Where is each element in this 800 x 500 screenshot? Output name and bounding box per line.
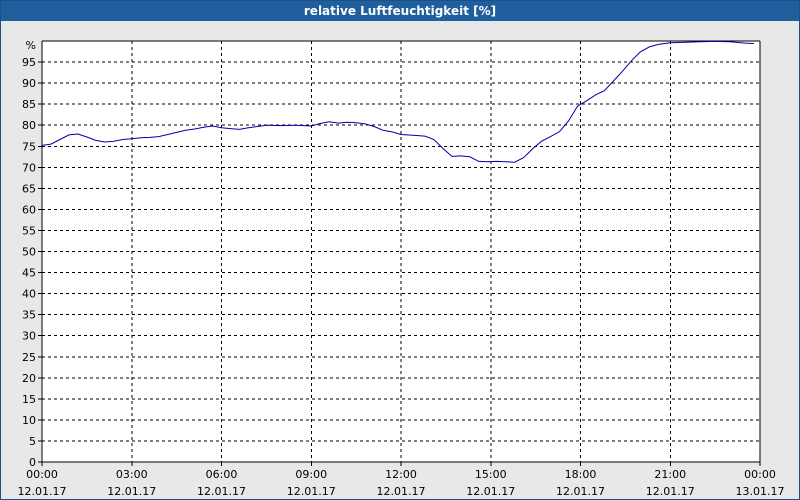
y-tick-label: 90 bbox=[22, 77, 36, 90]
x-tick-time-label: 21:00 bbox=[654, 468, 686, 481]
x-tick-time-label: 03:00 bbox=[116, 468, 148, 481]
y-tick-label: 15 bbox=[22, 393, 36, 406]
grid-lines bbox=[42, 40, 760, 462]
y-tick-label: 65 bbox=[22, 182, 36, 195]
x-tick-time-label: 06:00 bbox=[206, 468, 238, 481]
y-tick-label: 85 bbox=[22, 98, 36, 111]
y-tick-label: 50 bbox=[22, 246, 36, 259]
x-tick-date-label: 12.01.17 bbox=[18, 485, 67, 498]
x-tick-time-label: 09:00 bbox=[295, 468, 327, 481]
x-tick-time-label: 12:00 bbox=[385, 468, 417, 481]
y-tick-label: 70 bbox=[22, 161, 36, 174]
y-tick-label: 55 bbox=[22, 224, 36, 237]
axes bbox=[38, 40, 761, 466]
x-tick-date-label: 12.01.17 bbox=[466, 485, 515, 498]
humidity-series-line bbox=[41, 40, 755, 163]
y-tick-label: 35 bbox=[22, 309, 36, 322]
y-tick-labels: 0 5 10 15 20 25 30 35 40 45 50 55 60 65 70 75 80 85 90 95 bbox=[22, 56, 36, 469]
chart-title: relative Luftfeuchtigkeit [%] bbox=[1, 1, 799, 21]
y-tick-label: 10 bbox=[22, 414, 36, 427]
chart-area: 0 5 10 15 20 25 30 35 40 45 50 55 60 65 70 75 80 85 90 95 0… bbox=[1, 21, 799, 499]
y-axis-unit-label: % bbox=[26, 39, 36, 52]
x-tick-date-label: 12.01.17 bbox=[287, 485, 336, 498]
x-tick-date-label: 12.01.17 bbox=[556, 485, 605, 498]
y-tick-label: 60 bbox=[22, 203, 36, 216]
x-tick-date-label: 12.01.17 bbox=[107, 485, 156, 498]
x-tick-date-label: 13.01.17 bbox=[736, 485, 785, 498]
y-tick-label: 40 bbox=[22, 288, 36, 301]
y-tick-label: 0 bbox=[29, 456, 36, 469]
y-tick-label: 5 bbox=[29, 435, 36, 448]
x-tick-date-label: 12.01.17 bbox=[377, 485, 426, 498]
y-tick-label: 45 bbox=[22, 267, 36, 280]
y-tick-label: 95 bbox=[22, 56, 36, 69]
y-tick-label: 20 bbox=[22, 372, 36, 385]
x-tick-time-label: 00:00 bbox=[744, 468, 776, 481]
x-tick-time-label: 15:00 bbox=[475, 468, 507, 481]
x-tick-labels: 00:00 12.01.17 03:00 12.01.17 06:00 12.01.17 0… bbox=[18, 468, 785, 498]
x-tick-time-label: 00:00 bbox=[26, 468, 58, 481]
y-tick-label: 25 bbox=[22, 351, 36, 364]
y-tick-label: 75 bbox=[22, 140, 36, 153]
x-tick-date-label: 12.01.17 bbox=[197, 485, 246, 498]
x-tick-date-label: 12.01.17 bbox=[646, 485, 695, 498]
humidity-chart: 0 5 10 15 20 25 30 35 40 45 50 55 60 65 70 75 80 85 90 95 0… bbox=[18, 39, 785, 498]
y-tick-label: 80 bbox=[22, 119, 36, 132]
y-tick-label: 30 bbox=[22, 330, 36, 343]
x-tick-time-label: 18:00 bbox=[565, 468, 597, 481]
